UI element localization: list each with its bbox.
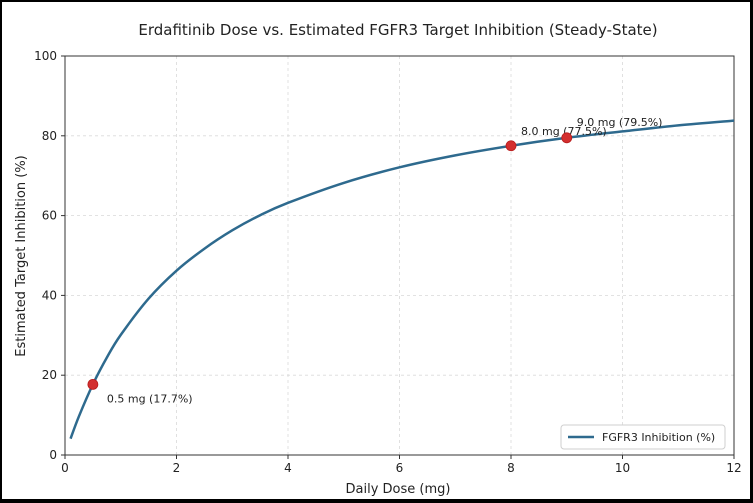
- axes-layer: 0 2 4 6 8 10 12 0 20 40 60 80 100: [34, 49, 742, 475]
- y-tick-label: 20: [42, 368, 57, 382]
- highlight-label: 9.0 mg (79.5%): [577, 116, 663, 129]
- x-tick-label: 6: [396, 461, 404, 475]
- y-tick-label: 40: [42, 288, 57, 302]
- y-tick-label: 100: [34, 49, 57, 63]
- highlight-points-layer: 0.5 mg (17.7%) 8.0 mg (77.5%)9.0 mg (79.5…: [87, 116, 663, 405]
- legend-label: FGFR3 Inhibition (%): [602, 431, 715, 444]
- x-tick-label: 8: [507, 461, 515, 475]
- x-tick-label: 12: [726, 461, 741, 475]
- series-layer: [69, 119, 735, 440]
- y-tick-label: 80: [42, 129, 57, 143]
- y-axis-label: Estimated Target Inhibition (%): [14, 155, 29, 356]
- x-tick-label: 4: [284, 461, 292, 475]
- x-axis-label: Daily Dose (mg): [346, 482, 451, 497]
- y-tick-label: 60: [42, 209, 57, 223]
- chart-title: Erdafitinib Dose vs. Estimated FGFR3 Tar…: [138, 21, 657, 39]
- highlight-point: [505, 140, 517, 152]
- highlight-label: 0.5 mg (17.7%): [107, 392, 193, 405]
- y-tick-label: 0: [49, 448, 57, 462]
- legend-box: [560, 424, 726, 450]
- series-line-fgfr3-inhibition: [69, 119, 735, 440]
- highlight-point: [561, 132, 573, 144]
- highlight-label: 8.0 mg (77.5%): [521, 125, 607, 138]
- x-tick-label: 2: [173, 461, 181, 475]
- x-tick-label: 10: [615, 461, 630, 475]
- x-tick-label: 0: [61, 461, 69, 475]
- highlight-point: [87, 378, 99, 390]
- legend: FGFR3 Inhibition (%): [560, 424, 726, 450]
